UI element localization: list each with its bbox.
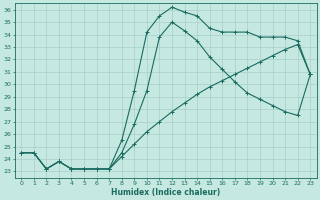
- X-axis label: Humidex (Indice chaleur): Humidex (Indice chaleur): [111, 188, 220, 197]
